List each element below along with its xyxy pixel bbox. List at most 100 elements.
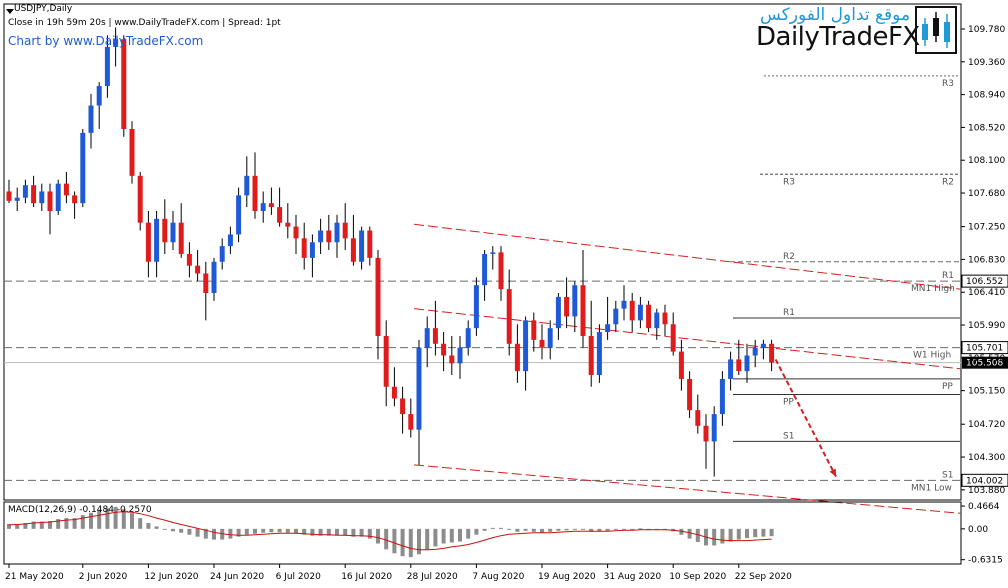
pivot-label: R2: [783, 252, 795, 262]
candle-body: [473, 285, 479, 329]
candle-body: [490, 252, 496, 254]
candle-body: [219, 246, 225, 262]
macd-histogram-bar: [335, 528, 339, 536]
macd-tick-label: -0.6315: [968, 556, 1003, 566]
pivot-levels: R3 R3 R2 R2 R1 106.552 MN1 High R1 W1 High 105.70…: [4, 75, 1008, 493]
price-tick-label: 105.570: [968, 354, 1005, 364]
macd-histogram-bar: [220, 528, 225, 540]
time-tick-label: 31 Aug 2020: [604, 572, 662, 582]
candle-body: [736, 359, 742, 372]
candle-body: [129, 128, 135, 176]
candle-body: [719, 378, 725, 415]
macd-histogram-bar: [105, 508, 110, 529]
price-tick-label: 107.680: [968, 189, 1005, 199]
candle-body: [203, 273, 209, 294]
candle-body: [637, 304, 643, 321]
macd-histogram-bar: [56, 519, 61, 529]
logo-text: DailyTradeFX: [756, 22, 920, 52]
macd-histogram-bar: [548, 528, 553, 532]
macd-histogram-bar: [162, 528, 167, 530]
pivot-label: R1: [783, 308, 795, 318]
pivot-label: R3: [783, 177, 795, 187]
candle-body: [695, 410, 701, 426]
macd-histogram-bar: [433, 528, 438, 547]
time-tick-label: 7 Aug 2020: [472, 572, 524, 582]
candle-body: [760, 343, 766, 348]
candle-body: [137, 175, 143, 223]
macd-histogram-bar: [39, 521, 44, 529]
channel-line: [414, 223, 961, 290]
macd-histogram-bar: [515, 528, 520, 532]
candle-body: [277, 207, 283, 223]
price-tick-label: 106.410: [968, 288, 1005, 298]
channel-line: [414, 464, 961, 514]
candle-body: [465, 328, 471, 348]
macd-histogram-bar: [228, 528, 233, 539]
macd-histogram-bar: [195, 528, 200, 537]
price-tick-label: 108.940: [968, 91, 1005, 101]
candle-body: [621, 300, 627, 309]
macd-histogram-bar: [605, 528, 610, 531]
macd-histogram-bar: [581, 528, 585, 530]
candle-body: [654, 312, 660, 329]
macd-histogram-bar: [695, 528, 700, 543]
macd-label: MACD(12,26,9) -0.1484 -0.2570: [8, 505, 152, 515]
price-tag-box: [961, 274, 1008, 288]
candle-body: [301, 238, 307, 258]
macd-tick-label: 0.4664: [968, 502, 1000, 512]
time-tick-label: 21 May 2020: [5, 572, 64, 582]
candle-body: [572, 285, 578, 317]
candle-body: [646, 304, 652, 329]
candle-body: [326, 230, 332, 243]
price-tick-label: 108.520: [968, 123, 1005, 133]
candle-body: [449, 355, 455, 364]
macd-histogram-bar: [261, 528, 266, 533]
macd-histogram-bar: [203, 528, 208, 539]
candle-body: [47, 191, 53, 211]
dropdown-arrow-icon[interactable]: [6, 9, 14, 14]
candle-body: [309, 242, 315, 258]
macd-histogram-bar: [285, 528, 290, 533]
macd-histogram-bar: [384, 528, 389, 550]
macd-histogram-bar: [753, 528, 758, 538]
macd-histogram-bar: [187, 528, 192, 535]
macd-histogram-bar: [359, 528, 364, 537]
candle-body: [408, 414, 414, 430]
forecast-arrow: [774, 358, 837, 478]
pivot-label: R1: [942, 271, 954, 281]
price-tick-label: 109.360: [968, 58, 1005, 68]
candles: [6, 27, 775, 477]
candle-body: [482, 253, 488, 286]
channel-line: [414, 308, 961, 370]
time-tick-label: 16 Jul 2020: [341, 572, 392, 582]
candle-body: [752, 347, 758, 356]
candle-body: [441, 343, 447, 356]
candle-body: [162, 218, 168, 243]
pivot-label: R2: [942, 177, 954, 187]
candle-body: [588, 335, 594, 376]
macd-histogram-bar: [154, 526, 159, 529]
candle-body: [400, 398, 406, 415]
macd-histogram-bar: [507, 528, 512, 530]
candle-body: [55, 183, 61, 211]
macd-histogram-bar: [351, 528, 356, 537]
candle-body: [80, 132, 86, 204]
price-tag-box: [961, 341, 1008, 355]
macd-histogram-bar: [745, 528, 749, 539]
candle-body: [96, 86, 102, 106]
macd-histogram-bar: [400, 528, 405, 557]
macd-histogram-bar: [236, 528, 241, 537]
macd-histogram-bar: [458, 528, 462, 542]
price-tag-box: [961, 473, 1008, 487]
macd-histogram-bar: [302, 528, 307, 535]
candle-body: [416, 347, 422, 430]
price-tick-label: 104.720: [968, 420, 1005, 430]
candle-body: [531, 320, 537, 340]
macd-histogram-bar: [556, 528, 561, 531]
time-tick-label: 2 Jun 2020: [79, 572, 128, 582]
pivot-label: MN1 Low: [911, 483, 952, 493]
time-tick-label: 6 Jul 2020: [276, 572, 321, 582]
candle-body: [514, 343, 520, 372]
time-tick-label: 10 Sep 2020: [669, 572, 726, 582]
candle-body: [121, 39, 127, 129]
